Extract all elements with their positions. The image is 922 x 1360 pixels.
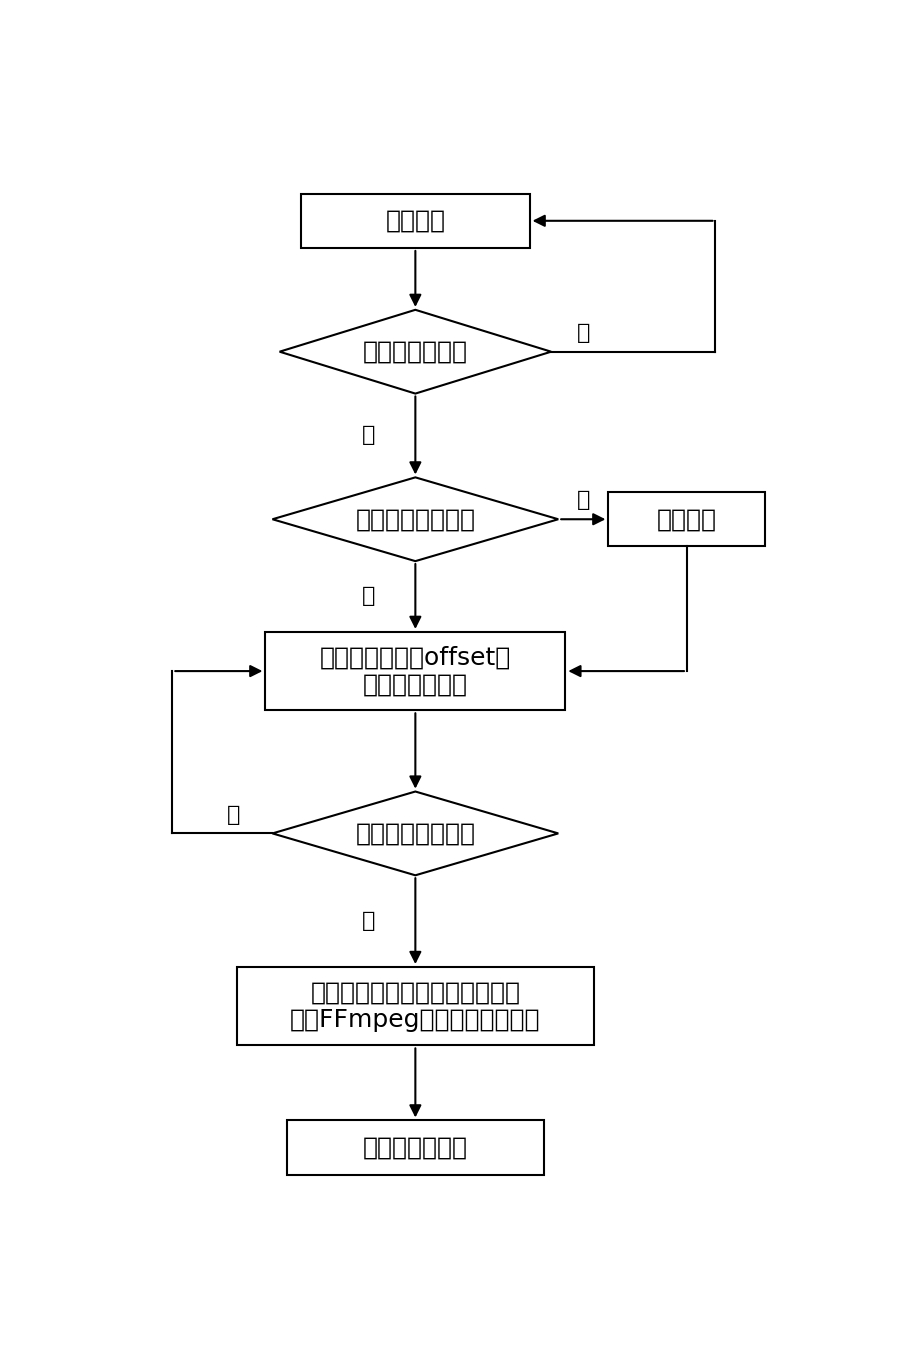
Polygon shape <box>279 310 551 393</box>
Text: 属于新的视频流？: 属于新的视频流？ <box>355 507 476 532</box>
Text: 否: 否 <box>576 322 590 343</box>
Polygon shape <box>273 477 558 562</box>
FancyBboxPatch shape <box>287 1121 544 1175</box>
Polygon shape <box>273 792 558 876</box>
FancyBboxPatch shape <box>301 193 529 248</box>
Text: 是: 是 <box>576 491 590 510</box>
Text: 是: 是 <box>362 911 375 932</box>
Text: 是: 是 <box>362 426 375 446</box>
FancyBboxPatch shape <box>609 492 765 547</box>
Text: 有数据块已填满？: 有数据块已填满？ <box>355 821 476 846</box>
Text: 数据块解码完成: 数据块解码完成 <box>363 1136 467 1160</box>
Text: 否: 否 <box>227 805 240 824</box>
Text: 新建缓存: 新建缓存 <box>656 507 717 532</box>
Text: 根据数据包中的offset将
数据包填入缓存: 根据数据包中的offset将 数据包填入缓存 <box>320 645 511 696</box>
Text: 找到数据块相应的上下文数据，
利用FFmpeg技术解码该数据块: 找到数据块相应的上下文数据， 利用FFmpeg技术解码该数据块 <box>290 981 540 1032</box>
FancyBboxPatch shape <box>266 632 565 710</box>
Text: 否: 否 <box>362 586 375 607</box>
Text: 是视频数据包？: 是视频数据包？ <box>363 340 467 363</box>
Text: 网络捕包: 网络捕包 <box>385 209 445 233</box>
FancyBboxPatch shape <box>237 967 594 1046</box>
